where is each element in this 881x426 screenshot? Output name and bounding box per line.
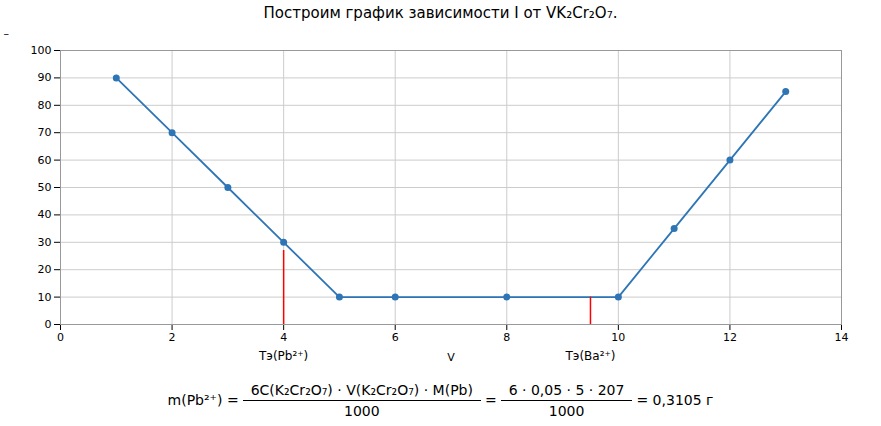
svg-text:–: – <box>4 27 10 40</box>
svg-text:Тэ(Ba²⁺): Тэ(Ba²⁺) <box>564 349 615 363</box>
svg-text:30: 30 <box>38 236 52 249</box>
svg-text:12: 12 <box>723 331 737 344</box>
html-text:6C(K₂Cr₂O₇) · V(K₂Cr₂O₇) · M(P: 6C(K₂Cr₂O₇) · V(K₂Cr₂O₇) · M(Pb) <box>250 381 473 398</box>
html-text:Построим график зависимости I: Построим график зависимости I от VK₂Cr₂O… <box>263 4 618 22</box>
html-text:m(Pb²⁺) =: m(Pb²⁺) = <box>167 392 239 408</box>
svg-text:10: 10 <box>38 291 52 304</box>
svg-text:80: 80 <box>38 99 52 112</box>
svg-text:8: 8 <box>503 331 510 344</box>
html-text:1000: 1000 <box>548 402 585 419</box>
html-text:1000: 1000 <box>344 402 380 419</box>
html-text:6 · 0,05 · 5 · 207: 6 · 0,05 · 5 · 207 <box>508 381 625 398</box>
svg-text:4: 4 <box>280 331 287 344</box>
svg-text:2: 2 <box>169 331 176 344</box>
svg-text:50: 50 <box>38 181 52 194</box>
svg-text:0: 0 <box>45 318 52 331</box>
svg-text:60: 60 <box>38 154 52 167</box>
svg-text:Тэ(Pb²⁺): Тэ(Pb²⁺) <box>258 349 308 363</box>
svg-text:V: V <box>447 351 455 364</box>
svg-text:70: 70 <box>38 126 52 139</box>
svg-text:20: 20 <box>38 263 52 276</box>
svg-text:90: 90 <box>38 71 52 84</box>
svg-text:40: 40 <box>38 208 52 221</box>
html-text:= 0,3105 г: = 0,3105 г <box>636 392 714 408</box>
svg-text:10: 10 <box>611 331 625 344</box>
svg-text:0: 0 <box>57 331 64 344</box>
svg-text:14: 14 <box>835 331 849 344</box>
svg-text:6: 6 <box>392 331 399 344</box>
svg-text:100: 100 <box>31 44 52 57</box>
